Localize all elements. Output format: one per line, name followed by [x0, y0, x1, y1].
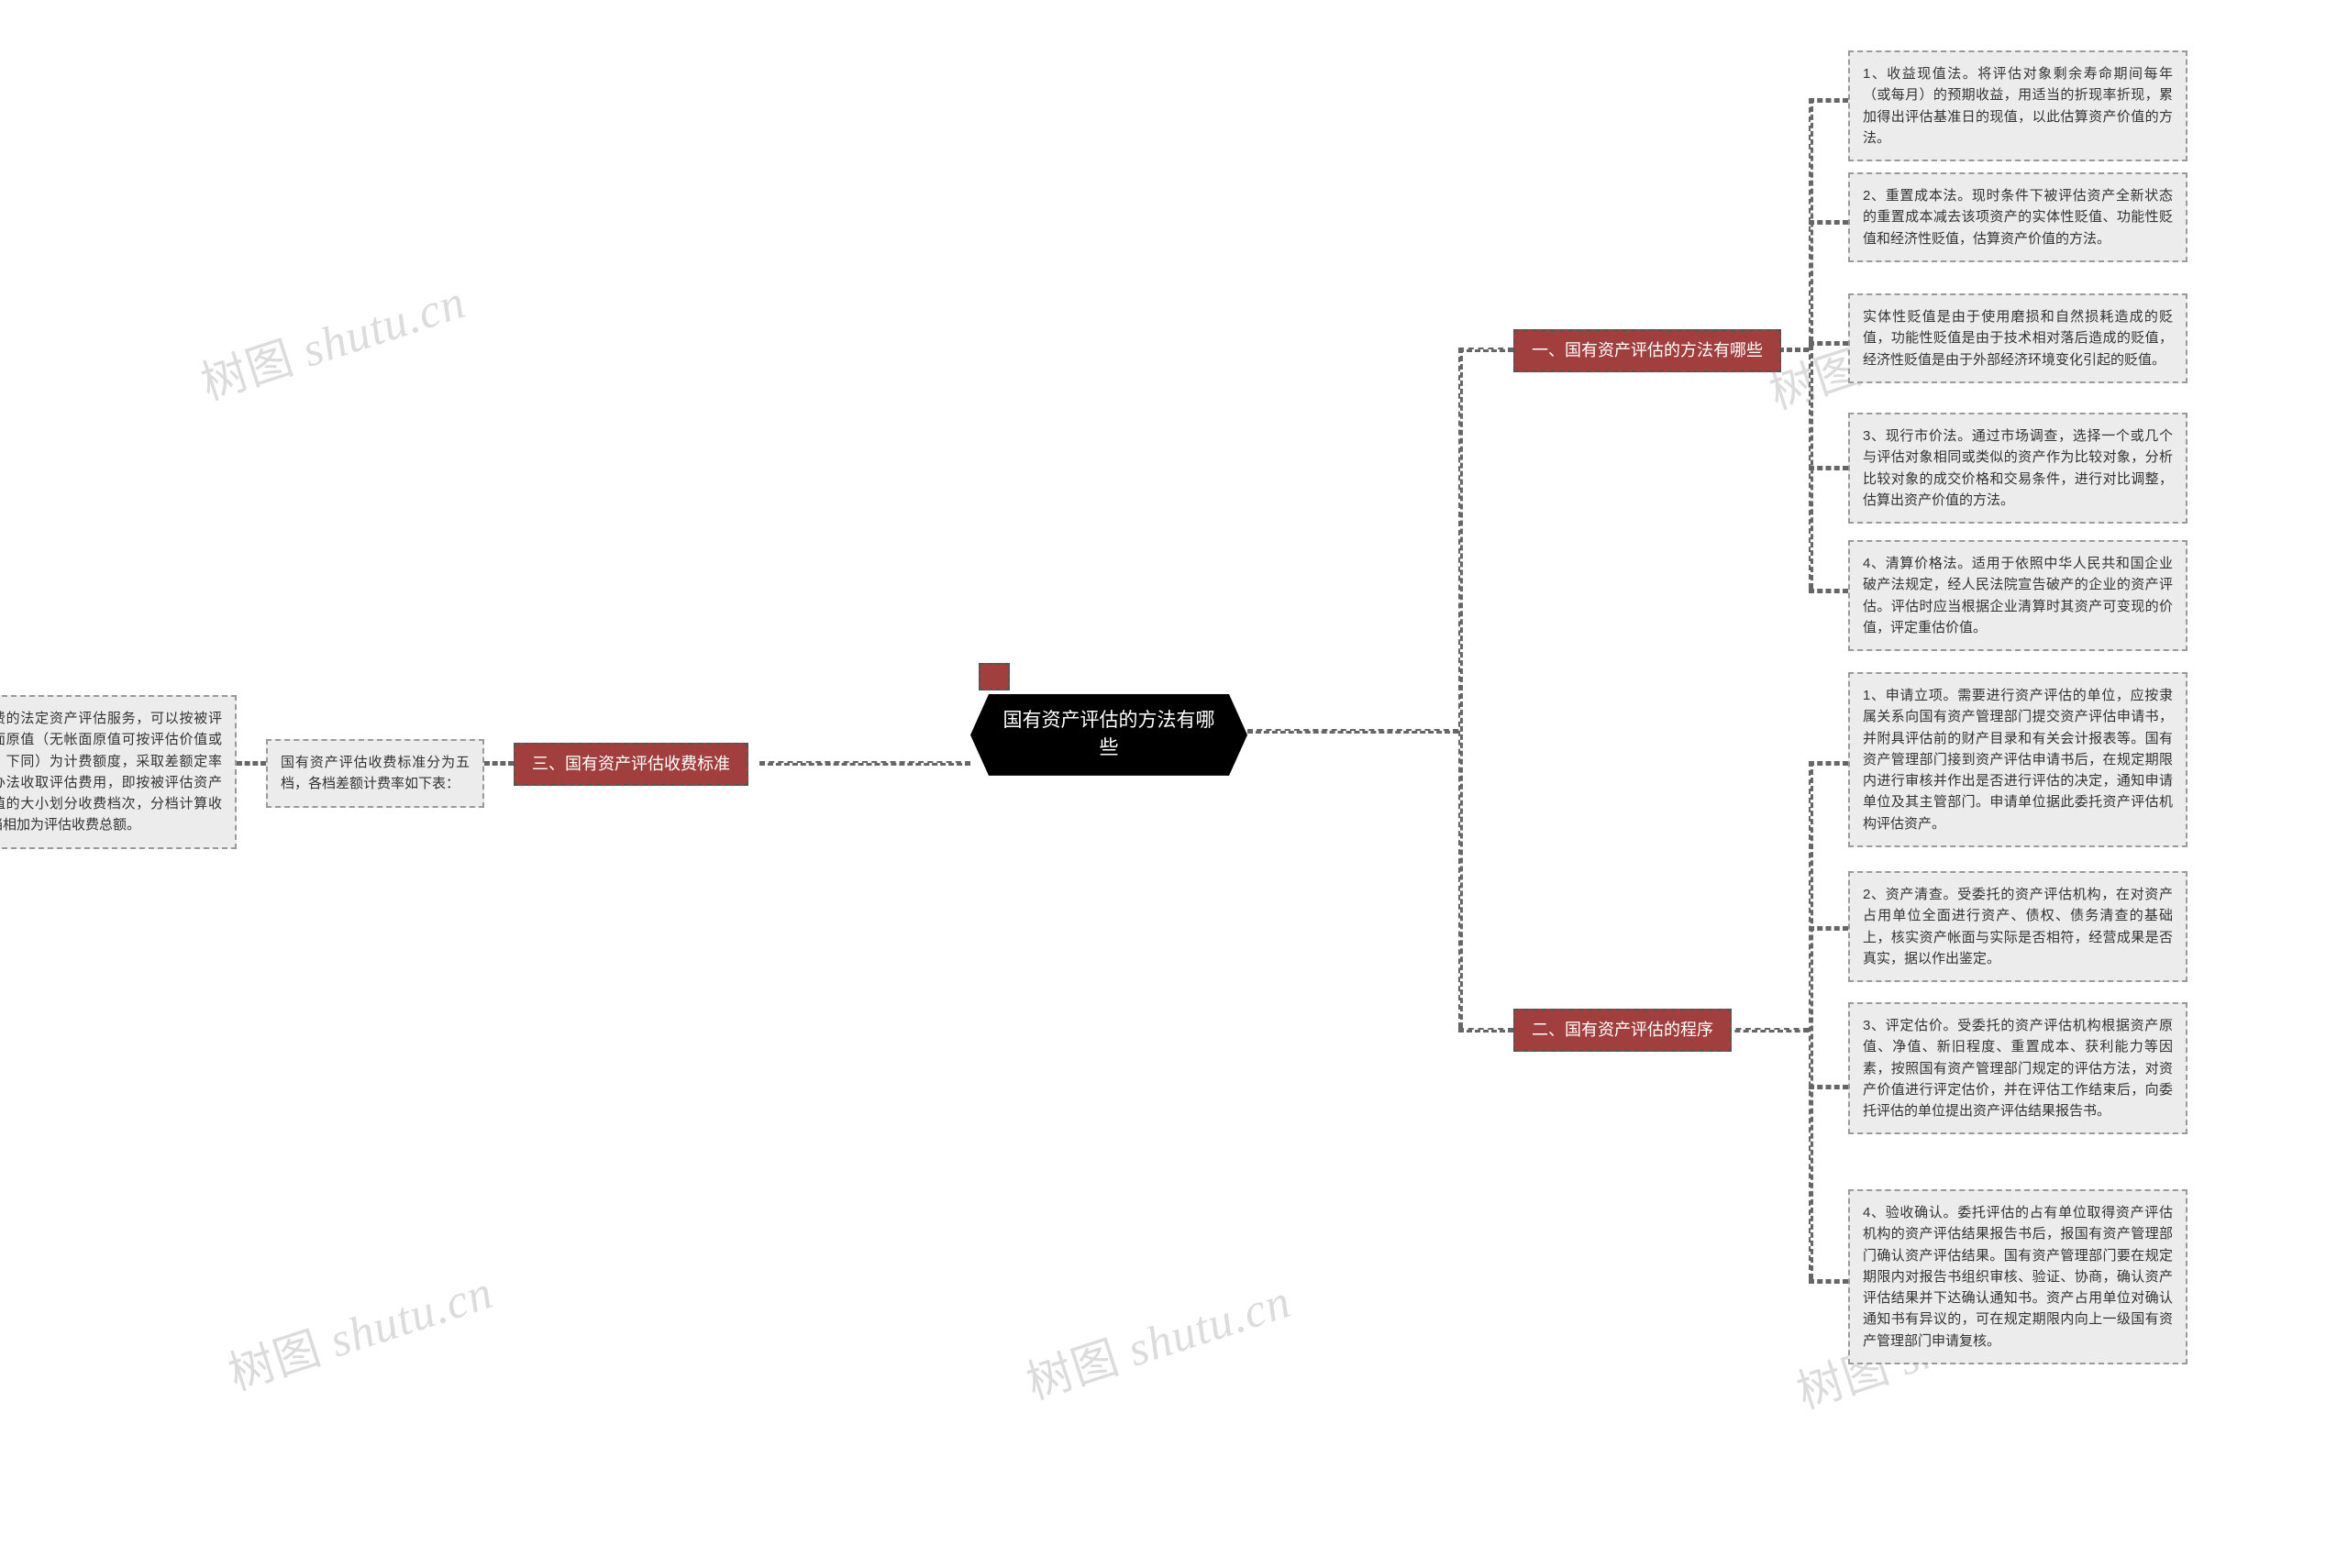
connector [1809, 926, 1848, 931]
leaf-b1-3-text: 3、现行市价法。通过市场调查，选择一个或几个与评估对象相同或类似的资产作为比较对… [1863, 428, 2173, 508]
leaf-b1-4-text: 4、清算价格法。适用于依照中华人民共和国企业破产法规定，经人民法院宣告破产的企业… [1863, 556, 2173, 635]
leaf-b1-0: 1、收益现值法。将评估对象剩余寿命期间每年（或每月）的预期收益，用适当的折现率折… [1848, 50, 2187, 161]
branch-methods: 一、国有资产评估的方法有哪些 [1513, 329, 1781, 372]
connector [237, 761, 266, 766]
watermark: 树图 shutu.cn [219, 1255, 500, 1403]
leaf-b2-3-text: 4、验收确认。委托评估的占有单位取得资产评估机构的资产评估结果报告书后，报国有资… [1863, 1205, 2173, 1349]
leaf-b2-1-text: 2、资产清查。受委托的资产评估机构，在对资产占用单位全面进行资产、债权、债务清查… [1863, 887, 2173, 966]
connector [1809, 761, 1848, 766]
connector [1809, 98, 1848, 103]
leaf-b1-1-text: 2、重置成本法。现时条件下被评估资产全新状态的重置成本减去该项资产的实体性贬值、… [1863, 188, 2173, 247]
connector [1809, 341, 1848, 346]
leaf-b2-1: 2、资产清查。受委托的资产评估机构，在对资产占用单位全面进行资产、债权、债务清查… [1848, 871, 2187, 982]
watermark: 树图 shutu.cn [1017, 1264, 1298, 1412]
connector [1726, 1028, 1809, 1032]
root-text-line2: 些 [1100, 737, 1119, 758]
connector [1809, 589, 1848, 593]
leaf-b3-0-text: 国有资产评估收费标准分为五档，各档差额计费率如下表： [281, 755, 470, 791]
leaf-b3-1-text: 行计件收费的法定资产评估服务，可以按被评估资产账面原值（无帐面原值可按评估价值或… [0, 711, 222, 833]
connector [1458, 348, 1513, 352]
leaf-b1-3: 3、现行市价法。通过市场调查，选择一个或几个与评估对象相同或类似的资产作为比较对… [1848, 413, 2187, 524]
branch-procedure: 二、国有资产评估的程序 [1513, 1009, 1732, 1052]
leaf-b2-2-text: 3、评定估价。受委托的资产评估机构根据资产原值、净值、新旧程度、重置成本、获利能… [1863, 1018, 2173, 1119]
connector [1809, 1085, 1848, 1089]
connector [1247, 729, 1458, 734]
branch-fees-label: 三、国有资产评估收费标准 [532, 755, 730, 773]
leaf-b1-2-text: 实体性贬值是由于使用磨损和自然损耗造成的贬值，功能性贬值是由于技术相对落后造成的… [1863, 309, 2173, 368]
connector [1809, 220, 1848, 225]
leaf-b3-0: 国有资产评估收费标准分为五档，各档差额计费率如下表： [266, 739, 484, 808]
leaf-b1-1: 2、重置成本法。现时条件下被评估资产全新状态的重置成本减去该项资产的实体性贬值、… [1848, 172, 2187, 262]
branch-procedure-label: 二、国有资产评估的程序 [1532, 1021, 1713, 1039]
root-node: 国有资产评估的方法有哪 些 [970, 694, 1247, 776]
leaf-b2-2: 3、评定估价。受委托的资产评估机构根据资产原值、净值、新旧程度、重置成本、获利能… [1848, 1002, 2187, 1134]
watermark: 树图 shutu.cn [192, 265, 472, 413]
leaf-b1-2: 实体性贬值是由于使用磨损和自然损耗造成的贬值，功能性贬值是由于技术相对落后造成的… [1848, 293, 2187, 383]
branch-methods-label: 一、国有资产评估的方法有哪些 [1532, 341, 1763, 359]
connector [759, 761, 970, 766]
branch-fees: 三、国有资产评估收费标准 [514, 743, 748, 786]
connector [1809, 761, 1813, 1279]
root-decoration [979, 663, 1010, 690]
leaf-b1-4: 4、清算价格法。适用于依照中华人民共和国企业破产法规定，经人民法院宣告破产的企业… [1848, 540, 2187, 651]
leaf-b3-1: 行计件收费的法定资产评估服务，可以按被评估资产账面原值（无帐面原值可按评估价值或… [0, 695, 237, 849]
leaf-b2-3: 4、验收确认。委托评估的占有单位取得资产评估机构的资产评估结果报告书后，报国有资… [1848, 1189, 2187, 1364]
connector [1809, 1279, 1848, 1284]
leaf-b1-0-text: 1、收益现值法。将评估对象剩余寿命期间每年（或每月）的预期收益，用适当的折现率折… [1863, 66, 2173, 146]
connector [1809, 466, 1848, 470]
root-text-line1: 国有资产评估的方法有哪 [1003, 710, 1215, 731]
connector [1458, 1028, 1513, 1032]
leaf-b2-0-text: 1、申请立项。需要进行资产评估的单位，应按隶属关系向国有资产管理部门提交资产评估… [1863, 688, 2173, 832]
leaf-b2-0: 1、申请立项。需要进行资产评估的单位，应按隶属关系向国有资产管理部门提交资产评估… [1848, 672, 2187, 847]
connector [1458, 348, 1463, 1028]
connector [484, 761, 514, 766]
